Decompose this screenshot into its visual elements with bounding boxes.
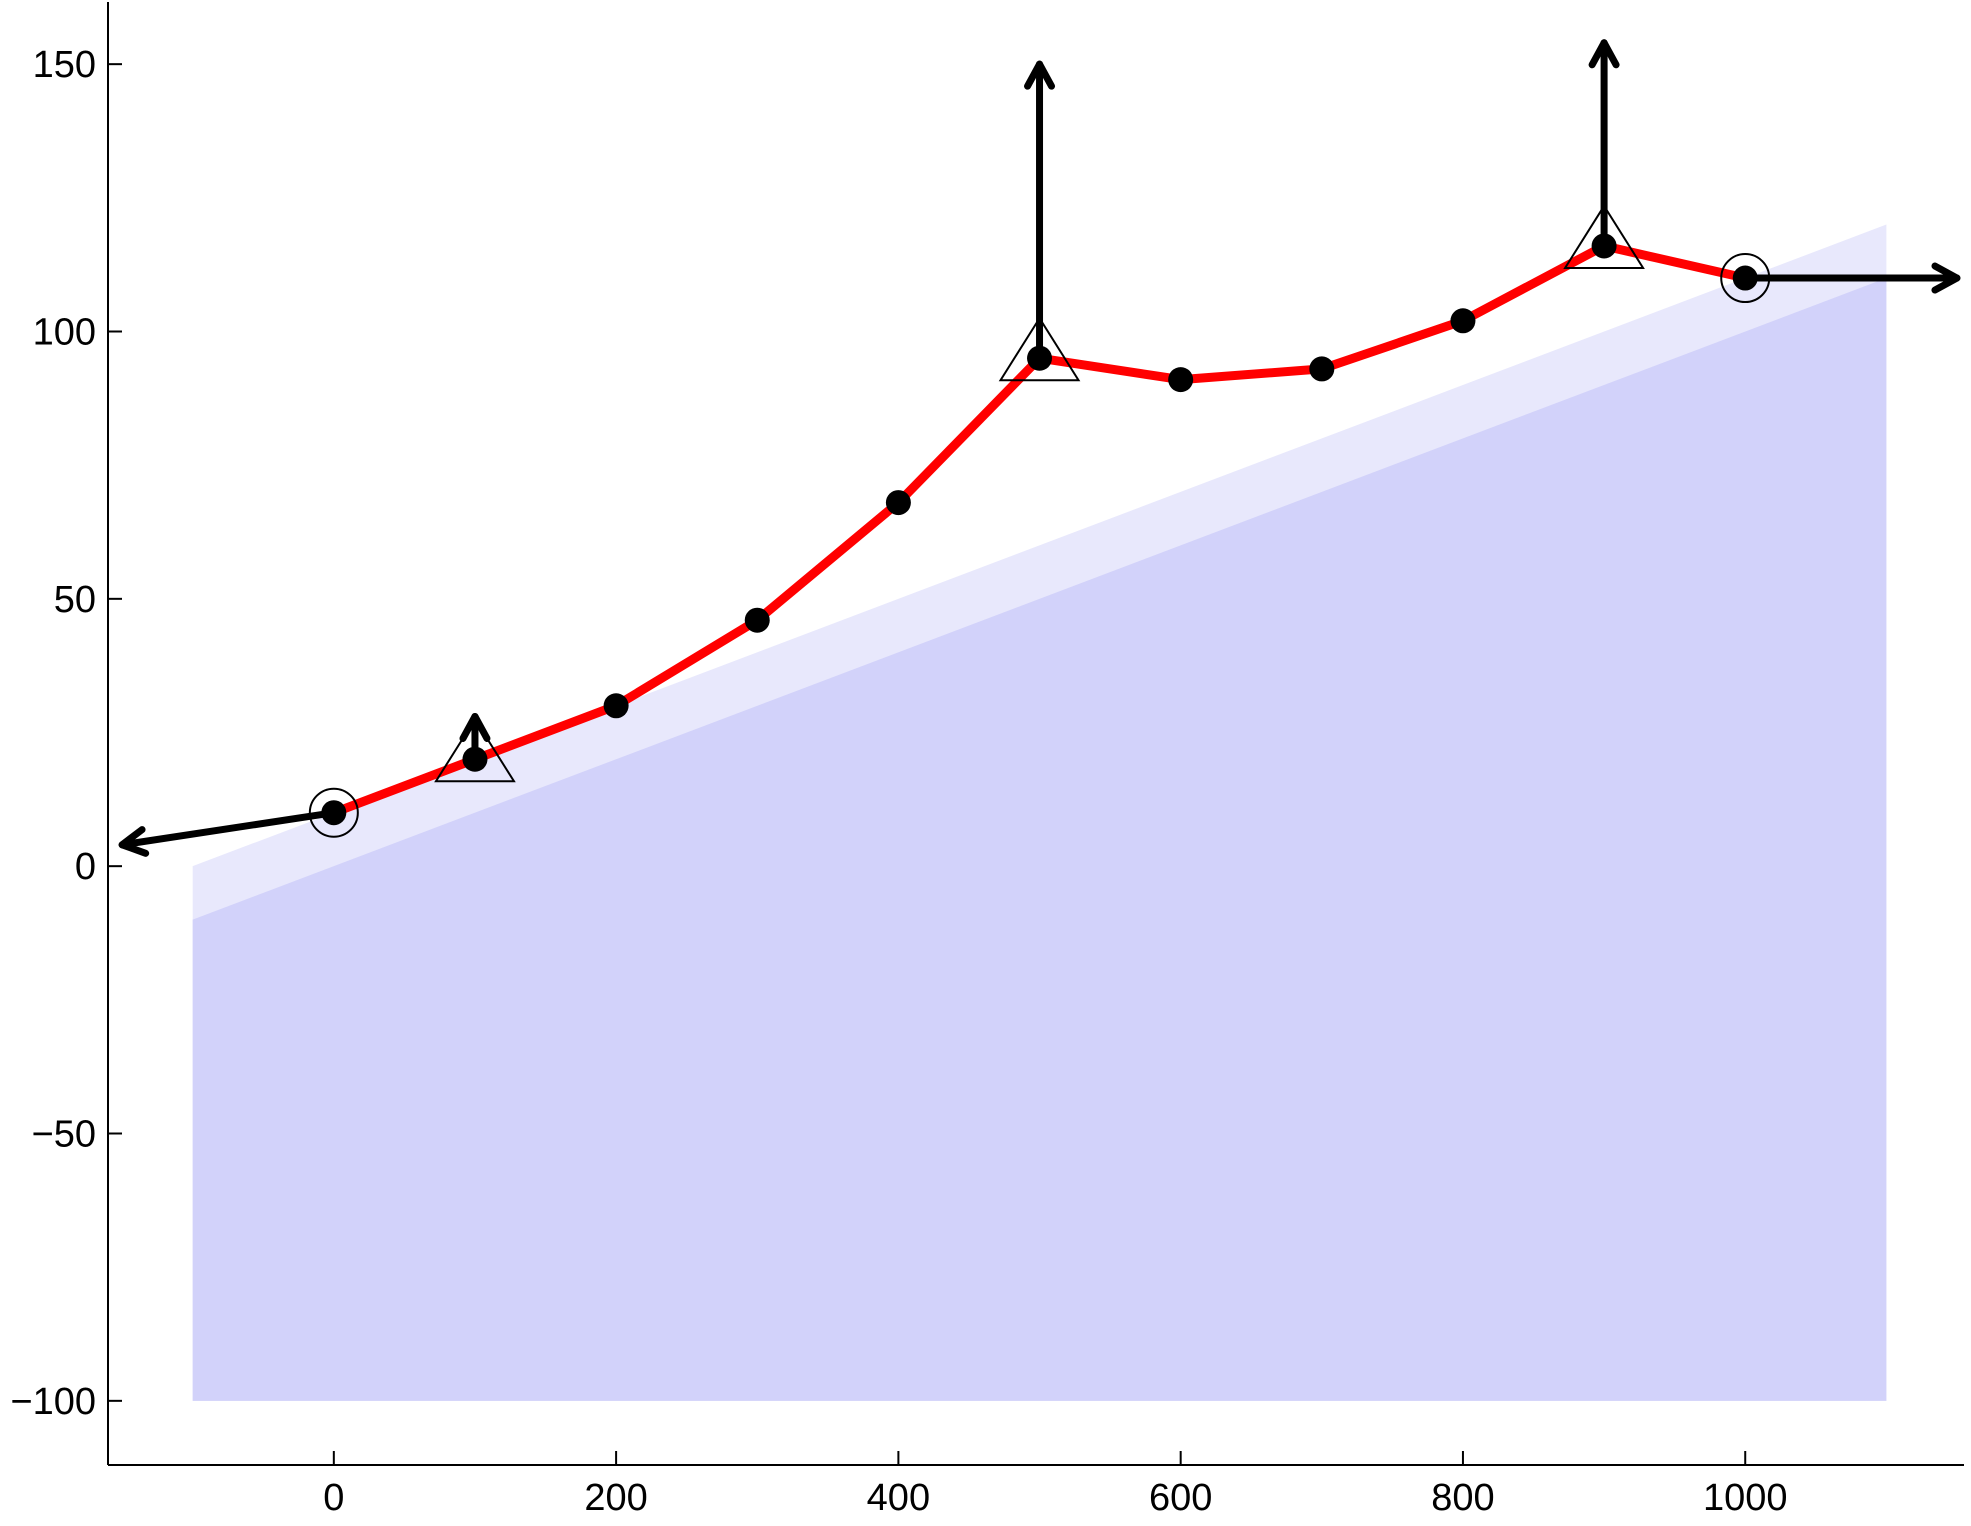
data-point — [1027, 345, 1053, 371]
data-point — [1591, 233, 1617, 259]
data-point — [1450, 308, 1476, 334]
x-tick-label: 200 — [584, 1477, 647, 1519]
x-tick-label: 400 — [867, 1477, 930, 1519]
data-point — [462, 746, 488, 772]
axes-layer — [107, 2, 1964, 1466]
vector-shaft — [118, 809, 338, 849]
data-point — [1309, 356, 1335, 382]
regions-layer — [192, 224, 1887, 1401]
roller-support-triangle — [434, 717, 516, 783]
x-tick-label: 800 — [1431, 1477, 1494, 1519]
x-tick-label: 600 — [1149, 1477, 1212, 1519]
data-point — [744, 607, 770, 633]
y-tick-label: 100 — [33, 311, 96, 353]
roller-support-triangle — [1563, 204, 1645, 269]
vector-arrow — [118, 809, 338, 857]
data-point — [321, 800, 347, 826]
vector-arrowhead — [1588, 39, 1620, 69]
vector-arrowhead — [1024, 60, 1056, 90]
roller-support-triangle — [998, 316, 1081, 382]
x-tick-label: 1000 — [1703, 1477, 1788, 1519]
y-tick-label: 0 — [75, 846, 96, 888]
vector-arrow — [1588, 39, 1620, 250]
vector-arrowhead — [1931, 262, 1961, 294]
vector-arrowhead — [118, 826, 150, 857]
y-tick-label: −50 — [32, 1114, 96, 1156]
vector-arrow — [1741, 262, 1961, 294]
data-point — [1168, 367, 1194, 393]
fixed-support-ring — [308, 787, 359, 838]
x-tick-label: 0 — [323, 1477, 344, 1519]
y-tick-label: −100 — [10, 1381, 96, 1423]
markers-layer — [118, 39, 1961, 857]
data-point — [603, 693, 629, 719]
data-point — [885, 490, 911, 516]
vector-arrow — [1024, 60, 1056, 362]
y-tick-label: 150 — [33, 44, 96, 86]
fixed-support-ring — [1720, 253, 1771, 304]
y-tick-label: 50 — [54, 579, 96, 621]
data-point — [1732, 265, 1758, 291]
ticks-layer: 0 200 400 600 800 1000 −100 −50 0 50 100 150 — [10, 44, 1787, 1519]
shaded-region-2 — [192, 278, 1887, 1401]
